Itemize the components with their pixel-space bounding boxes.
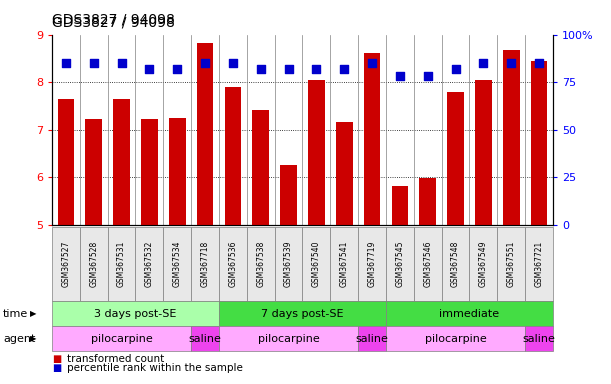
Bar	[475, 80, 492, 225]
Point	[395, 73, 404, 79]
Text: GSM367721: GSM367721	[535, 241, 544, 287]
Bar	[252, 110, 269, 225]
Text: GSM367719: GSM367719	[368, 241, 376, 287]
Text: ▶: ▶	[31, 310, 37, 318]
Bar	[169, 118, 186, 225]
Text: pilocarpine: pilocarpine	[90, 334, 152, 344]
Text: saline: saline	[189, 334, 221, 344]
Text: 7 days post-SE: 7 days post-SE	[261, 309, 344, 319]
Text: GSM367540: GSM367540	[312, 241, 321, 287]
Bar	[503, 50, 519, 225]
Point	[228, 60, 238, 66]
Point	[256, 66, 266, 72]
Point	[507, 60, 516, 66]
Bar	[197, 43, 213, 225]
Point	[423, 73, 433, 79]
Point	[478, 60, 488, 66]
Text: percentile rank within the sample: percentile rank within the sample	[67, 363, 243, 373]
Text: ▶: ▶	[31, 334, 37, 343]
Point	[367, 60, 377, 66]
Text: GSM367545: GSM367545	[395, 241, 404, 287]
Text: GSM367541: GSM367541	[340, 241, 349, 287]
Point	[312, 66, 321, 72]
Text: transformed count: transformed count	[67, 354, 164, 364]
Point	[144, 66, 154, 72]
Bar	[113, 99, 130, 225]
Text: GSM367546: GSM367546	[423, 241, 432, 287]
Text: GSM367536: GSM367536	[229, 241, 237, 287]
Point	[117, 60, 126, 66]
Point	[451, 66, 461, 72]
Bar	[86, 119, 102, 225]
Bar	[531, 61, 547, 225]
Bar	[392, 186, 408, 225]
Point	[61, 60, 71, 66]
Bar	[336, 121, 353, 225]
Bar	[364, 53, 381, 225]
Bar	[419, 178, 436, 225]
Text: agent: agent	[3, 334, 35, 344]
Point	[534, 60, 544, 66]
Text: GSM367532: GSM367532	[145, 241, 154, 287]
Text: time: time	[3, 309, 28, 319]
Text: saline: saline	[356, 334, 389, 344]
Point	[284, 66, 293, 72]
Text: 3 days post-SE: 3 days post-SE	[94, 309, 177, 319]
Point	[200, 60, 210, 66]
Text: GDS3827 / 94098: GDS3827 / 94098	[52, 13, 175, 27]
Text: immediate: immediate	[439, 309, 500, 319]
Text: GSM367528: GSM367528	[89, 241, 98, 287]
Bar	[280, 165, 297, 225]
Bar	[447, 92, 464, 225]
Text: ■: ■	[52, 363, 61, 373]
Point	[339, 66, 349, 72]
Text: pilocarpine: pilocarpine	[258, 334, 320, 344]
Text: ■: ■	[52, 354, 61, 364]
Bar	[224, 87, 241, 225]
Text: GSM367551: GSM367551	[507, 241, 516, 287]
Point	[172, 66, 182, 72]
Text: GSM367718: GSM367718	[200, 241, 210, 287]
Bar	[141, 119, 158, 225]
Text: GSM367538: GSM367538	[256, 241, 265, 287]
Text: GDS3827 / 94098: GDS3827 / 94098	[52, 15, 175, 29]
Text: GSM367539: GSM367539	[284, 241, 293, 287]
Text: saline: saline	[522, 334, 555, 344]
Point	[89, 60, 98, 66]
Text: GSM367549: GSM367549	[479, 241, 488, 287]
Text: pilocarpine: pilocarpine	[425, 334, 486, 344]
Text: GSM367531: GSM367531	[117, 241, 126, 287]
Text: GSM367548: GSM367548	[451, 241, 460, 287]
Bar	[57, 99, 74, 225]
Bar	[308, 80, 324, 225]
Text: GSM367534: GSM367534	[173, 241, 181, 287]
Text: GSM367527: GSM367527	[61, 241, 70, 287]
